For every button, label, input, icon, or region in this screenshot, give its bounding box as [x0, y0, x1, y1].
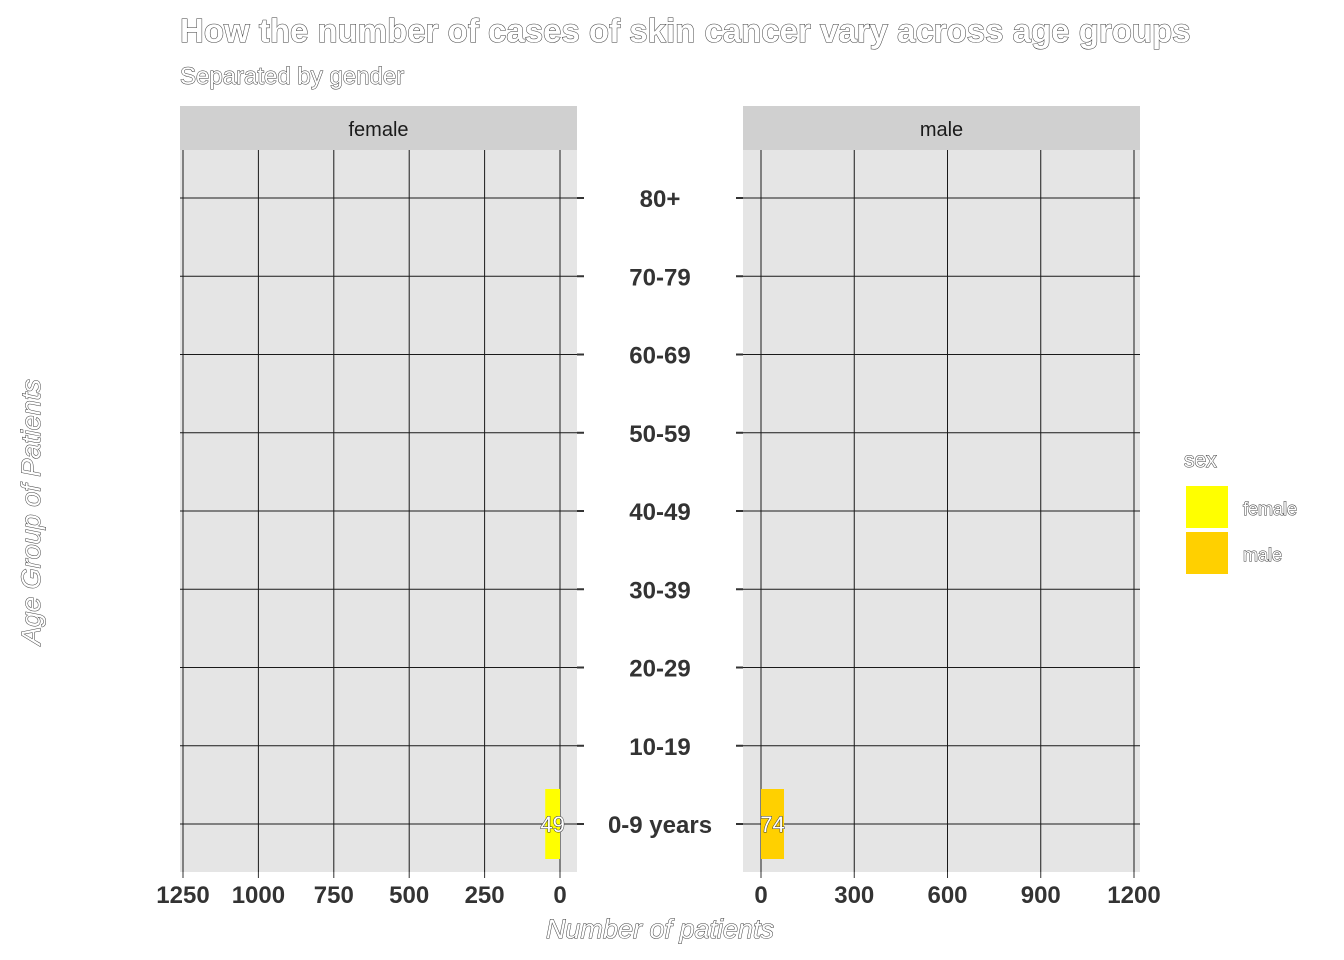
category-label: 20-29	[629, 656, 690, 683]
panel-strip-label-male: male	[920, 119, 963, 141]
x-tick-label: 250	[465, 882, 505, 909]
y-axis-title: Age Group of Patients	[16, 379, 46, 647]
plot-area: female 1250 1000 750 500 250 0 49 male 0 300 600 900…	[156, 106, 1161, 909]
panel-strip-male	[743, 106, 1140, 150]
x-tick-label: 500	[389, 882, 429, 909]
category-label: 0-9 years	[608, 812, 712, 839]
chart-subtitle: Separated by gender	[180, 63, 404, 90]
chart-title: How the number of cases of skin cancer v…	[180, 12, 1191, 49]
legend-key-male	[1184, 530, 1230, 576]
x-tick-label: 0	[754, 882, 767, 909]
category-label: 70-79	[629, 264, 690, 291]
data-label-female-0: 49	[540, 812, 564, 837]
x-axis-title: Number of patients	[546, 914, 774, 944]
legend: sex female male	[1184, 449, 1298, 576]
category-label: 80+	[640, 186, 681, 213]
x-tick-label: 0	[553, 882, 566, 909]
category-label: 10-19	[629, 734, 690, 761]
x-tick-label: 1250	[156, 882, 209, 909]
legend-title: sex	[1184, 449, 1217, 472]
x-tick-label: 900	[1021, 882, 1061, 909]
category-label: 50-59	[629, 421, 690, 448]
bar-female-0	[545, 789, 560, 859]
category-label: 30-39	[629, 577, 690, 604]
panel-strip-label-female: female	[348, 119, 408, 141]
data-label-male-0: 74	[760, 812, 784, 837]
x-tick-label: 750	[314, 882, 354, 909]
x-tick-label: 300	[834, 882, 874, 909]
x-tick-label: 600	[927, 882, 967, 909]
legend-label-female: female	[1243, 499, 1297, 519]
category-label: 40-49	[629, 499, 690, 526]
category-label: 60-69	[629, 343, 690, 370]
x-tick-label: 1200	[1107, 882, 1160, 909]
legend-label-male: male	[1243, 545, 1282, 565]
bar-male-0	[761, 789, 785, 859]
legend-key-female	[1184, 484, 1230, 530]
x-tick-label: 1000	[232, 882, 285, 909]
panel-strip-female	[180, 106, 577, 150]
